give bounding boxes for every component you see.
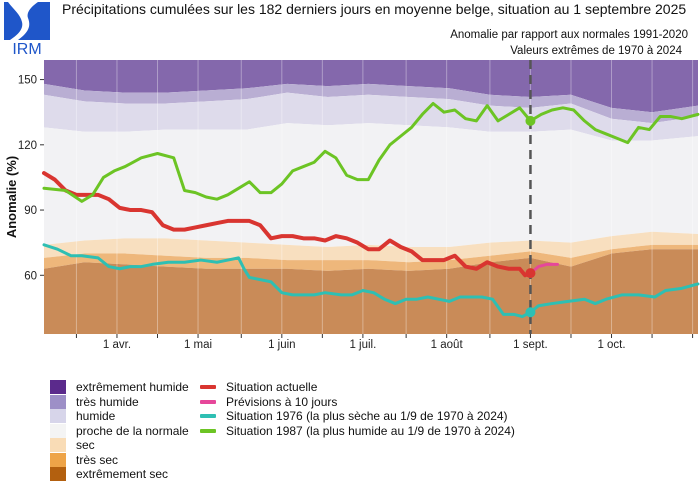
x-tick-label: 1 juin [268, 339, 296, 351]
legend-line-swatch [200, 385, 216, 390]
legend-item-line: Situation 1976 (la plus sèche au 1/9 de … [200, 409, 515, 424]
legend-swatch [50, 438, 66, 453]
legend-swatch [50, 409, 66, 424]
legend-label: extrêmement humide [76, 380, 189, 395]
chart-subtitle-normals: Anomalie par rapport aux normales 1991-2… [450, 29, 688, 41]
legend-swatch [50, 452, 66, 467]
y-tick-label: 150 [18, 75, 37, 87]
irm-logo-mark: IRM [4, 2, 50, 58]
series-current [42, 171, 533, 278]
band-very-dry [44, 244, 698, 271]
x-tick-label: 1 avr. [103, 339, 131, 351]
logo-white-shape [8, 2, 38, 40]
marker-series-1987 [525, 115, 536, 126]
x-tick-label: 1 mai [184, 339, 212, 351]
x-tick-label: 1 sept. [513, 339, 548, 351]
legend-label: Situation actuelle [226, 380, 318, 395]
legend-swatch [50, 467, 66, 482]
legend-item-band: extrêmement sec [50, 467, 189, 482]
series-1987 [42, 101, 700, 203]
legend-item-band: extrêmement humide [50, 380, 189, 395]
legend-item-line: Prévisions à 10 jours [200, 395, 515, 410]
legend-item-line: Situation actuelle [200, 380, 515, 395]
band-very-wet [44, 83, 698, 124]
logo-text: IRM [12, 41, 41, 56]
legend-label: proche de la normale [76, 423, 189, 438]
y-tick-label: 120 [18, 140, 37, 152]
legend-label: très humide [76, 394, 139, 409]
legend-item-line: Situation 1987 (la plus humide au 1/9 de… [200, 424, 515, 439]
series-forecast [528, 262, 559, 275]
legend-swatch [50, 423, 66, 438]
legend-item-band: humide [50, 409, 189, 424]
x-tick-label: 1 août [431, 339, 464, 351]
y-tick-label: 90 [24, 205, 37, 217]
legend-item-band: proche de la normale [50, 423, 189, 439]
legend-line-swatch [200, 414, 216, 419]
legend-line-swatch [200, 399, 216, 404]
legend-item-band: sec [50, 438, 189, 453]
x-tick-label: 1 juil. [349, 339, 376, 351]
y-axis-label: Anomalie (%) [4, 156, 19, 238]
legend-swatch [50, 394, 66, 409]
axes-layer: 60 90 120 150 1 avr. 1 mai 1 juin 1 juil. 1 août… [18, 75, 694, 351]
chart-subtitle-extremes: Valeurs extrêmes de 1970 à 2024 [510, 45, 682, 57]
legend-bands: extrêmement humide très humide humide proch… [50, 380, 189, 482]
legend-label: Prévisions à 10 jours [226, 394, 338, 409]
legend-item-band: très sec [50, 452, 189, 468]
chart-title: Précipitations cumulées sur les 182 dern… [62, 1, 687, 17]
legend-swatch [50, 380, 66, 395]
legend-label: humide [76, 409, 116, 424]
series-layer [42, 60, 700, 334]
x-tick-label: 1 oct. [597, 339, 625, 351]
legend-lines: Situation actuelle Prévisions à 10 jours S… [200, 380, 515, 438]
band-wet [44, 92, 698, 141]
legend-label: Situation 1976 (la plus sèche au 1/9 de … [226, 409, 508, 424]
series-1976 [42, 243, 700, 319]
band-extremely-wet [44, 60, 698, 113]
legend-item-band: très humide [50, 394, 189, 410]
legend-label: sec [76, 438, 95, 453]
band-dry [44, 231, 698, 263]
legend-label: extrêmement sec [76, 467, 169, 482]
legend-line-swatch [200, 428, 216, 433]
marker-series-1976 [525, 307, 536, 318]
chart: 60 90 120 150 1 avr. 1 mai 1 juin 1 juil. 1 août… [4, 60, 700, 351]
irm-logo: IRM [4, 2, 50, 58]
legend-label: très sec [76, 452, 119, 467]
legend-label: Situation 1987 (la plus humide au 1/9 de… [226, 423, 515, 438]
y-tick-label: 60 [24, 270, 37, 282]
band-normal [44, 123, 698, 248]
marker-series-current [525, 268, 536, 279]
